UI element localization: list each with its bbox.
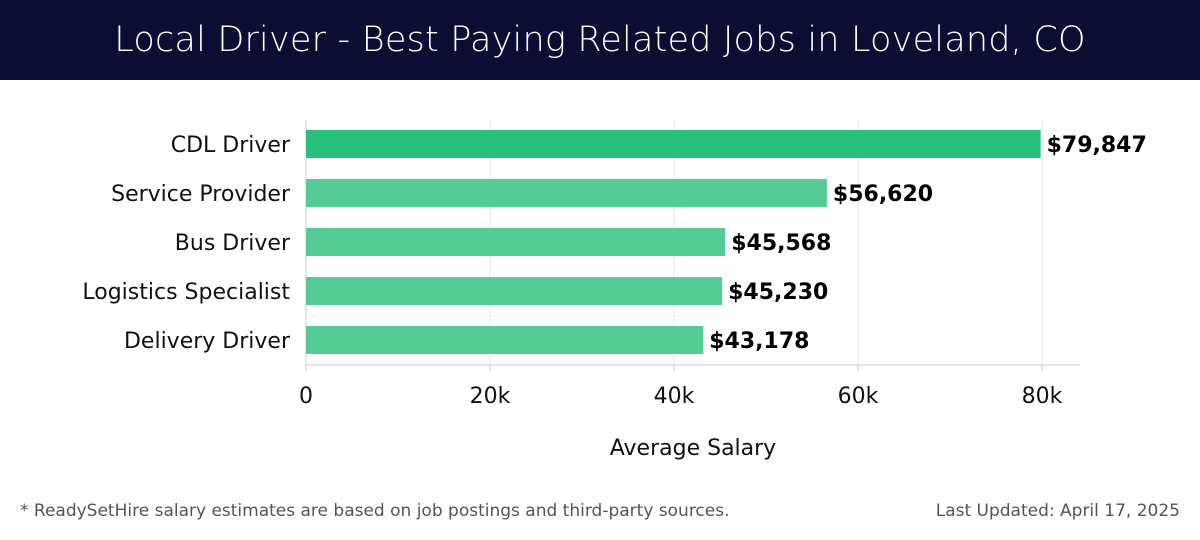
footer-note: * ReadySetHire salary estimates are base… — [20, 501, 730, 521]
x-tick-label: 60k — [838, 384, 879, 409]
value-label: $79,847 — [1047, 133, 1147, 158]
x-tick-label: 80k — [1022, 384, 1063, 409]
category-label: CDL Driver — [171, 133, 291, 158]
x-tick-label: 40k — [654, 384, 695, 409]
bar-bus-driver — [306, 228, 726, 256]
x-tick-label: 20k — [470, 384, 511, 409]
salary-bar-chart: 0 20k 40k 60k 80k Average Salary CDL Driver $7… — [82, 120, 1147, 461]
chart-title: Local Driver - Best Paying Related Jobs … — [114, 20, 1086, 60]
bar-service-provider — [306, 179, 827, 207]
category-label: Delivery Driver — [124, 329, 291, 354]
category-label: Service Provider — [111, 182, 291, 207]
x-tick-label: 0 — [299, 384, 313, 409]
label-layer: CDL Driver $79,847 Service Provider $56,620… — [82, 133, 1146, 354]
bar-layer — [306, 130, 1041, 354]
bar-cdl-driver — [306, 130, 1041, 158]
value-label: $56,620 — [833, 182, 933, 207]
last-updated: Last Updated: April 17, 2025 — [935, 501, 1180, 521]
bar-delivery-driver — [306, 326, 704, 354]
value-label: $45,230 — [728, 280, 828, 305]
x-axis-label: Average Salary — [610, 436, 776, 461]
category-label: Bus Driver — [175, 231, 291, 256]
value-label: $45,568 — [731, 231, 831, 256]
chart-header: Local Driver - Best Paying Related Jobs … — [0, 0, 1200, 80]
value-label: $43,178 — [709, 329, 809, 354]
bar-logistics-specialist — [306, 277, 723, 305]
category-label: Logistics Specialist — [82, 280, 290, 305]
axis-layer: 0 20k 40k 60k 80k Average Salary — [299, 120, 1080, 461]
